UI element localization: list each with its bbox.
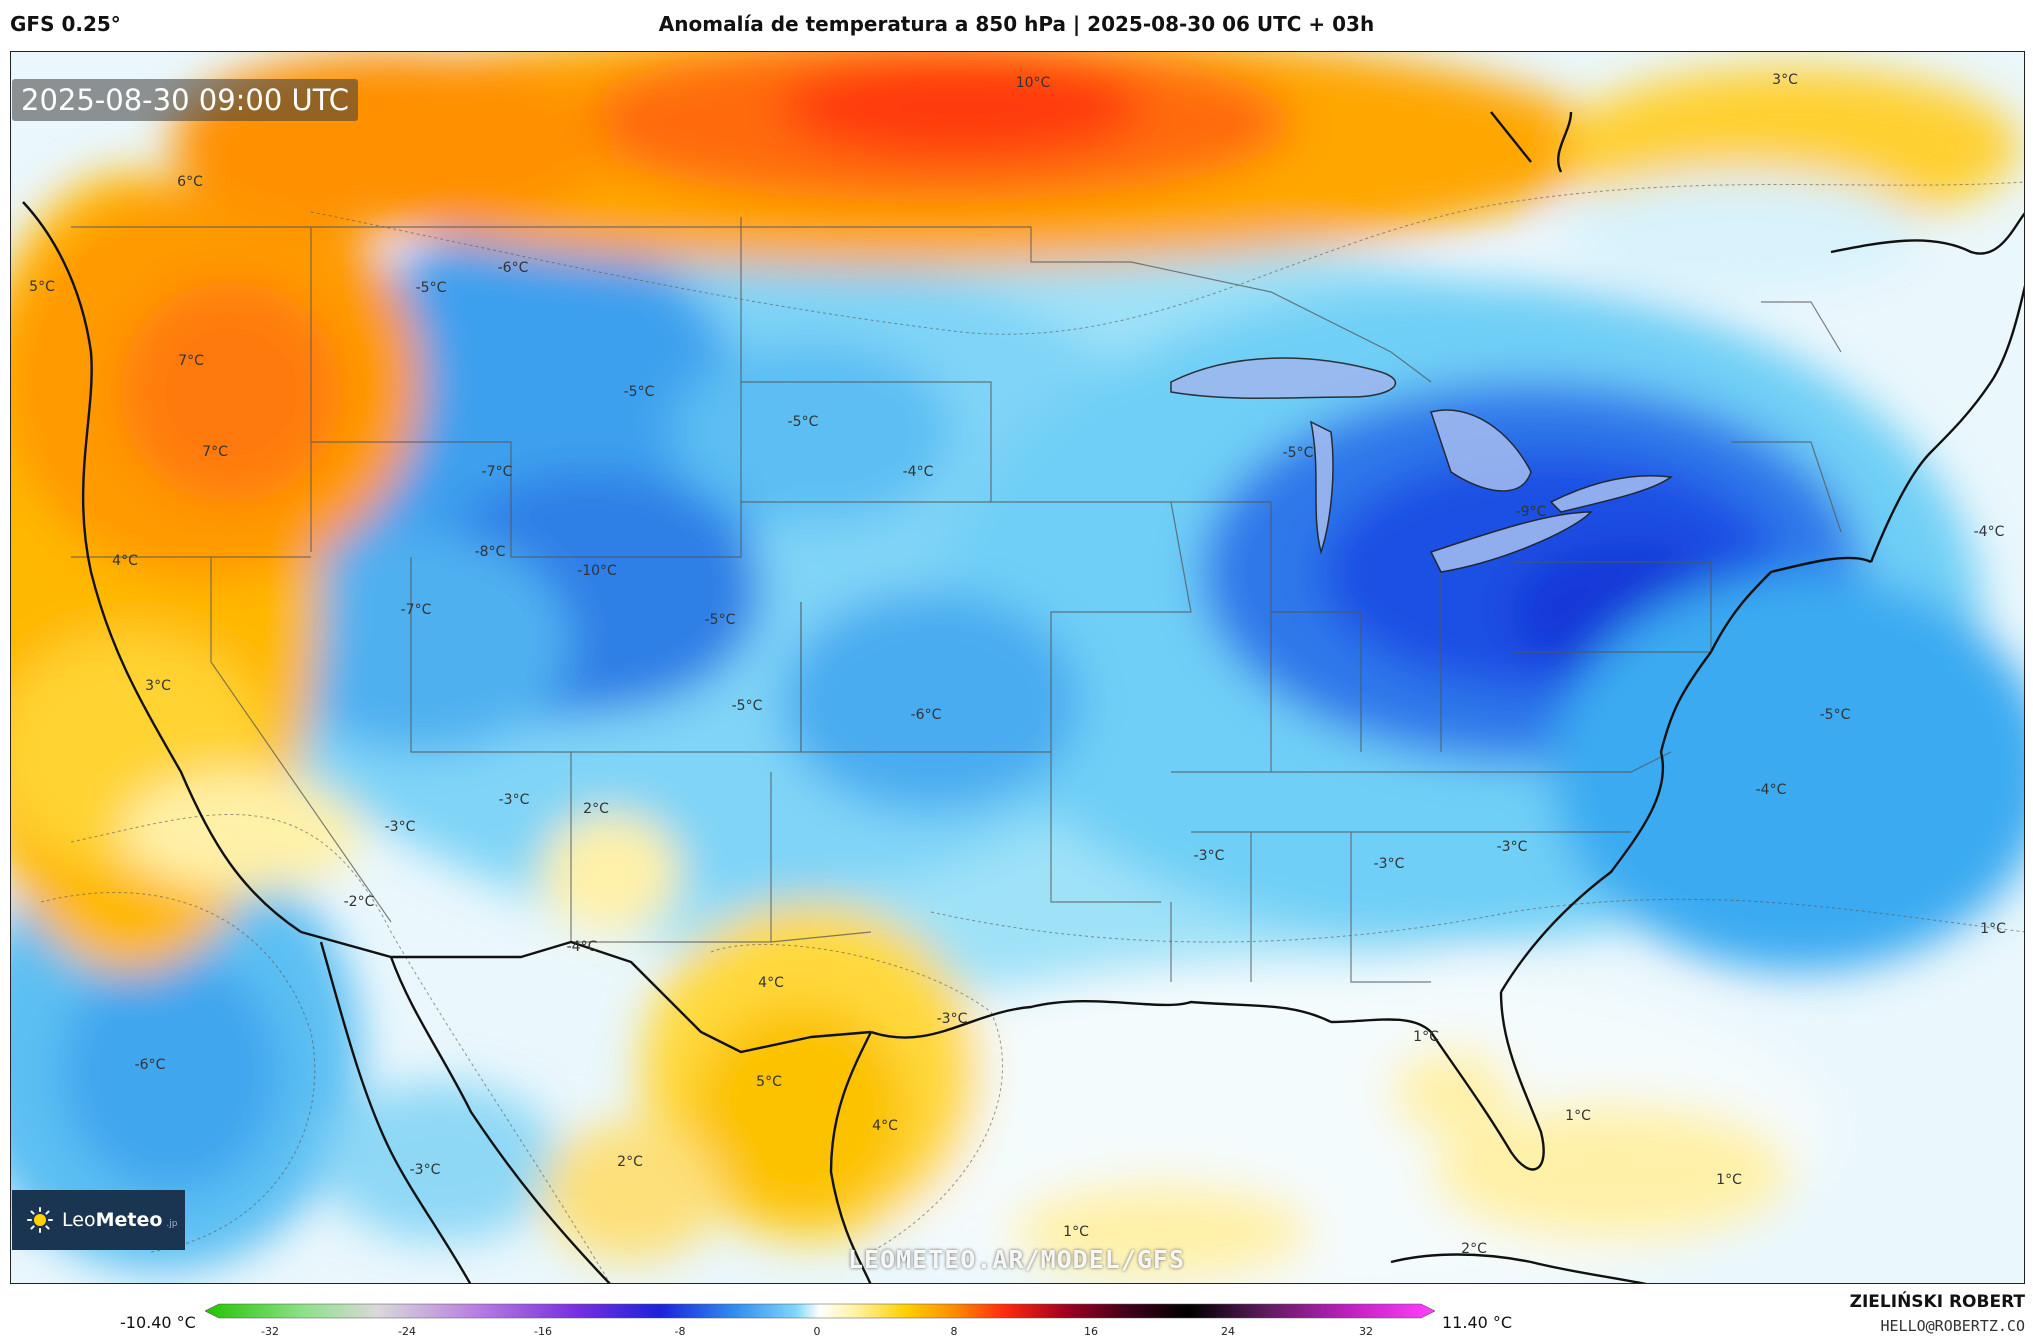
contour-label: 1°C: [1063, 1224, 1089, 1240]
colorbar-tick: -24: [398, 1325, 416, 1338]
great-lakes: [1170, 357, 1673, 573]
contour-label: -6°C: [910, 707, 942, 723]
contour-label: 7°C: [178, 353, 204, 369]
temperature-anomaly-map[interactable]: [10, 51, 2025, 1284]
contour-label: -5°C: [415, 280, 447, 296]
leometeo-logo[interactable]: LeoMeteo .jp: [12, 1190, 185, 1250]
contour-label: -7°C: [481, 464, 513, 480]
contour-label: -4°C: [1755, 782, 1787, 798]
colorbar: [205, 1303, 1435, 1319]
contour-label: -5°C: [731, 698, 763, 714]
contour-label: 1°C: [1716, 1172, 1742, 1188]
logo-suffix: .jp: [166, 1219, 178, 1229]
logo-text: LeoMeteo: [62, 1209, 163, 1231]
contour-label: -7°C: [400, 602, 432, 618]
contour-label: -3°C: [1193, 848, 1225, 864]
model-label: GFS 0.25°: [10, 12, 121, 36]
contour-label: -5°C: [787, 414, 819, 430]
map-title: Anomalía de temperatura a 850 hPa | 2025…: [658, 12, 1375, 36]
state-borders: [71, 217, 1842, 983]
coastlines: [22, 111, 2024, 1283]
contour-label: -3°C: [498, 792, 530, 808]
contour-label: -2°C: [343, 894, 375, 910]
contour-label: -4°C: [566, 939, 598, 955]
contour-label: 2°C: [1461, 1241, 1487, 1257]
author-email[interactable]: HELLO@ROBERTZ.CO: [1880, 1317, 2026, 1335]
contour-label: 3°C: [1772, 72, 1798, 88]
contour-label: -6°C: [134, 1057, 166, 1073]
colorbar-tick: -32: [261, 1325, 279, 1338]
contour-label: -5°C: [1282, 445, 1314, 461]
contour-label: -4°C: [1973, 524, 2005, 540]
colorbar-tick: 32: [1359, 1325, 1373, 1338]
colorbar-tick: -16: [534, 1325, 552, 1338]
contour-label: -3°C: [936, 1011, 968, 1027]
colorbar-tick: -8: [674, 1325, 686, 1338]
contour-label: 5°C: [29, 279, 55, 295]
contour-label: -5°C: [1819, 707, 1851, 723]
colorbar-tick: 24: [1221, 1325, 1235, 1338]
contour-label: -9°C: [1515, 504, 1547, 520]
contour-label: -3°C: [1496, 839, 1528, 855]
contour-label: -3°C: [384, 819, 416, 835]
sun-logo-icon: [27, 1207, 53, 1233]
contour-label: 3°C: [145, 678, 171, 694]
contour-label: -5°C: [704, 612, 736, 628]
contour-label: 5°C: [756, 1074, 782, 1090]
contour-label: 4°C: [758, 975, 784, 991]
watermark-url: LEOMETEO.AR/MODEL/GFS: [847, 1245, 1186, 1274]
contour-label: 1°C: [1565, 1108, 1591, 1124]
colorbar-max-label: 11.40 °C: [1442, 1313, 1513, 1332]
colorbar-tick: 8: [950, 1325, 958, 1338]
contour-label: 2°C: [617, 1154, 643, 1170]
contour-label: 1°C: [1413, 1029, 1439, 1045]
map-canvas: [11, 52, 2024, 1283]
colorbar-tick: 16: [1084, 1325, 1098, 1338]
contour-label: 4°C: [872, 1118, 898, 1134]
colorbar-gradient: [205, 1303, 1435, 1319]
colorbar-min-label: -10.40 °C: [120, 1313, 196, 1332]
contour-label: 1°C: [1980, 921, 2006, 937]
contour-label: -4°C: [902, 464, 934, 480]
author-name: ZIELIŃSKI ROBERT: [1849, 1292, 2025, 1312]
contour-label: -8°C: [474, 544, 506, 560]
contour-label: 10°C: [1015, 75, 1051, 91]
anomaly-field: [11, 52, 2024, 1283]
colorbar-tick: 0: [813, 1325, 821, 1338]
contour-label: 2°C: [583, 801, 609, 817]
contour-label: 7°C: [202, 444, 228, 460]
contour-label: 6°C: [177, 174, 203, 190]
contour-lines: [40, 181, 2024, 1283]
contour-label: -3°C: [1373, 856, 1405, 872]
contour-label: -5°C: [623, 384, 655, 400]
contour-label: -3°C: [409, 1162, 441, 1178]
contour-label: 4°C: [112, 553, 138, 569]
contour-label: -10°C: [577, 563, 617, 579]
valid-time-badge: 2025-08-30 09:00 UTC: [12, 79, 359, 121]
contour-label: -6°C: [497, 260, 529, 276]
